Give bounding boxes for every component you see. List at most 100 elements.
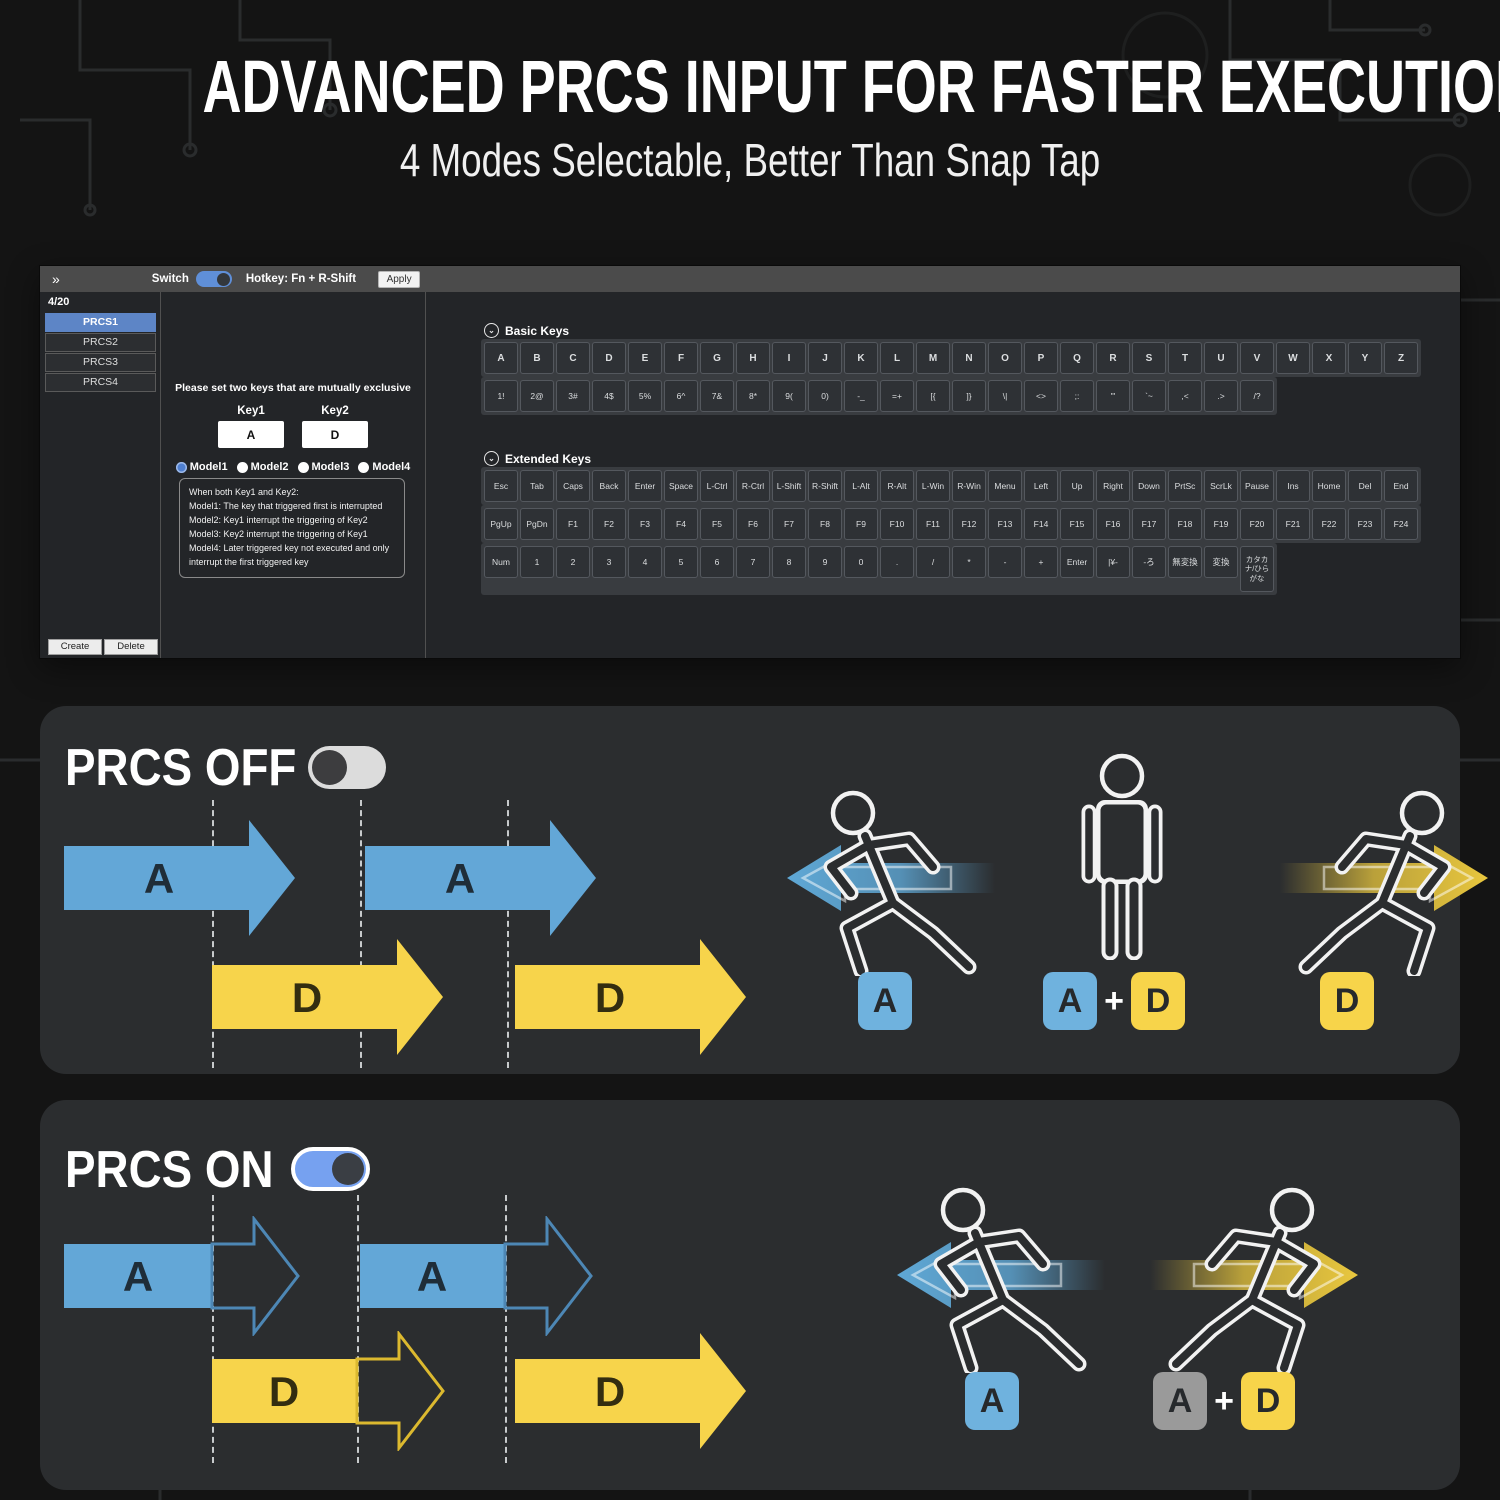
key-tile[interactable]: Home — [1312, 470, 1346, 502]
key-tile[interactable]: F3 — [628, 508, 662, 540]
key-tile[interactable]: F7 — [772, 508, 806, 540]
key-tile[interactable]: 0) — [808, 380, 842, 412]
key1-input[interactable]: A — [218, 421, 284, 448]
key-tile[interactable]: 2@ — [520, 380, 554, 412]
key-tile[interactable]: Ins — [1276, 470, 1310, 502]
key-tile[interactable]: -ろ — [1132, 546, 1166, 578]
model-radio[interactable]: Model2 — [236, 461, 289, 473]
key-tile[interactable]: + — [1024, 546, 1058, 578]
key-tile[interactable]: R-Ctrl — [736, 470, 770, 502]
key-tile[interactable]: F16 — [1096, 508, 1130, 540]
key-tile[interactable]: F8 — [808, 508, 842, 540]
key-tile[interactable]: . — [880, 546, 914, 578]
key-tile[interactable]: 2 — [556, 546, 590, 578]
key-tile[interactable]: M — [916, 342, 950, 374]
key-tile[interactable]: Pause — [1240, 470, 1274, 502]
profile-item[interactable]: PRCS2 — [45, 333, 156, 352]
key-tile[interactable]: A — [484, 342, 518, 374]
key-tile[interactable]: Q — [1060, 342, 1094, 374]
chevron-down-icon[interactable]: ⌄ — [484, 451, 499, 466]
key-tile[interactable]: X — [1312, 342, 1346, 374]
key-tile[interactable]: ]} — [952, 380, 986, 412]
key-tile[interactable]: J — [808, 342, 842, 374]
key-tile[interactable]: 7& — [700, 380, 734, 412]
key-tile[interactable]: .> — [1204, 380, 1238, 412]
key-tile[interactable]: / — [916, 546, 950, 578]
key-tile[interactable]: W — [1276, 342, 1310, 374]
key-tile[interactable]: R — [1096, 342, 1130, 374]
key-tile[interactable]: F10 — [880, 508, 914, 540]
key-tile[interactable]: R-Win — [952, 470, 986, 502]
key-tile[interactable]: 1 — [520, 546, 554, 578]
key-tile[interactable]: - — [988, 546, 1022, 578]
key-tile[interactable]: PgDn — [520, 508, 554, 540]
key-tile[interactable]: 変換 — [1204, 546, 1238, 578]
key-tile[interactable]: * — [952, 546, 986, 578]
key-tile[interactable]: E — [628, 342, 662, 374]
key-tile[interactable]: F9 — [844, 508, 878, 540]
switch-toggle[interactable] — [195, 271, 232, 287]
key-tile[interactable]: F6 — [736, 508, 770, 540]
key-tile[interactable]: 3# — [556, 380, 590, 412]
key-tile[interactable]: 8* — [736, 380, 770, 412]
key-tile[interactable]: Enter — [628, 470, 662, 502]
key-tile[interactable]: 7 — [736, 546, 770, 578]
key-tile[interactable]: 5 — [664, 546, 698, 578]
key-tile[interactable]: L-Shift — [772, 470, 806, 502]
model-radio[interactable]: Model1 — [175, 461, 228, 473]
key-tile[interactable]: L-Ctrl — [700, 470, 734, 502]
key-tile[interactable]: |¥- — [1096, 546, 1130, 578]
model-radio[interactable]: Model4 — [358, 461, 410, 473]
key-tile[interactable]: I — [772, 342, 806, 374]
key-tile[interactable]: <> — [1024, 380, 1058, 412]
key-tile[interactable]: 8 — [772, 546, 806, 578]
key-tile[interactable]: O — [988, 342, 1022, 374]
model-radio[interactable]: Model3 — [297, 461, 349, 473]
key-tile[interactable]: \| — [988, 380, 1022, 412]
key-tile[interactable]: 5% — [628, 380, 662, 412]
key-tile[interactable]: Space — [664, 470, 698, 502]
key-tile[interactable]: ;: — [1060, 380, 1094, 412]
profile-item[interactable]: PRCS4 — [45, 373, 156, 392]
profile-item[interactable]: PRCS1 — [45, 313, 156, 332]
key-tile[interactable]: N — [952, 342, 986, 374]
key-tile[interactable]: F1 — [556, 508, 590, 540]
key-tile[interactable]: Caps — [556, 470, 590, 502]
key-tile[interactable]: 9( — [772, 380, 806, 412]
key-tile[interactable]: F — [664, 342, 698, 374]
key-tile[interactable]: Left — [1024, 470, 1058, 502]
key-tile[interactable]: F15 — [1060, 508, 1094, 540]
create-button[interactable]: Create — [48, 639, 102, 655]
key-tile[interactable]: Esc — [484, 470, 518, 502]
key-tile[interactable]: F19 — [1204, 508, 1238, 540]
key-tile[interactable]: 6^ — [664, 380, 698, 412]
key-tile[interactable]: F23 — [1348, 508, 1382, 540]
key-tile[interactable]: Tab — [520, 470, 554, 502]
key-tile[interactable]: Right — [1096, 470, 1130, 502]
key-tile[interactable]: Y — [1348, 342, 1382, 374]
key-tile[interactable]: G — [700, 342, 734, 374]
key-tile[interactable]: Menu — [988, 470, 1022, 502]
key-tile[interactable]: D — [592, 342, 626, 374]
key-tile[interactable]: H — [736, 342, 770, 374]
key-tile[interactable]: `~ — [1132, 380, 1166, 412]
key-tile[interactable]: F13 — [988, 508, 1022, 540]
key-tile[interactable]: ,< — [1168, 380, 1202, 412]
key-tile[interactable]: /? — [1240, 380, 1274, 412]
key2-input[interactable]: D — [302, 421, 368, 448]
key-tile[interactable]: P — [1024, 342, 1058, 374]
prcs-on-toggle[interactable] — [291, 1147, 370, 1191]
key-tile[interactable]: 1! — [484, 380, 518, 412]
prcs-off-toggle[interactable] — [308, 746, 386, 789]
key-tile[interactable]: V — [1240, 342, 1274, 374]
delete-button[interactable]: Delete — [104, 639, 158, 655]
key-tile[interactable]: =+ — [880, 380, 914, 412]
key-tile[interactable]: 4$ — [592, 380, 626, 412]
key-tile[interactable]: F14 — [1024, 508, 1058, 540]
key-tile[interactable]: Back — [592, 470, 626, 502]
key-tile[interactable]: Up — [1060, 470, 1094, 502]
key-tile[interactable]: Enter — [1060, 546, 1094, 578]
key-tile[interactable]: カタカナ/ひらがな — [1240, 546, 1274, 592]
key-tile[interactable]: F12 — [952, 508, 986, 540]
key-tile[interactable]: Num — [484, 546, 518, 578]
